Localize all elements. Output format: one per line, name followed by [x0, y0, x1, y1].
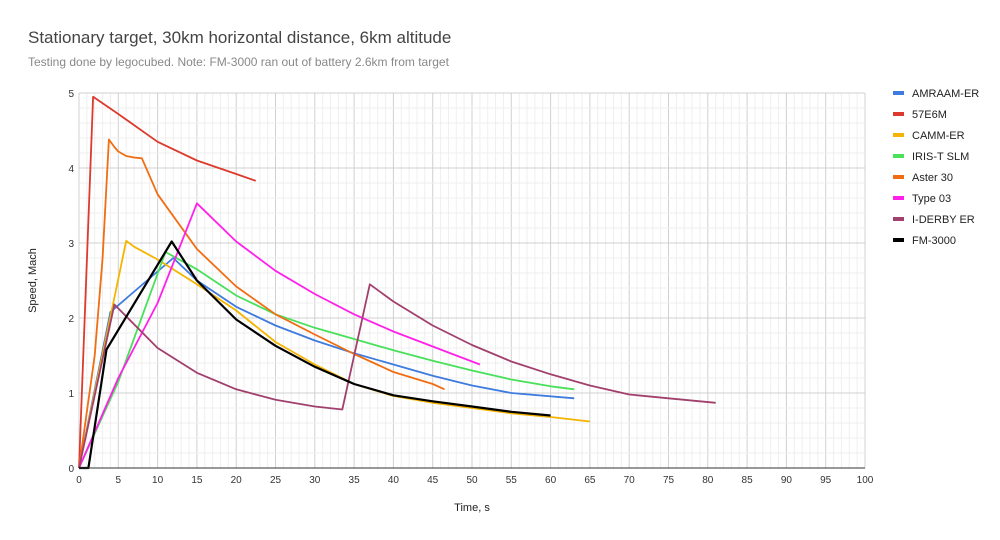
- tick-labels: 0 5 10 15 20 25 30 35 40 45 50 55 60 65 70 75 80 85 90 95 10…: [68, 89, 873, 486]
- legend-label: 57E6M: [912, 109, 947, 121]
- x-tick-label: 50: [466, 475, 478, 486]
- y-tick-label: 4: [68, 164, 74, 175]
- series-line-57e6m: [78, 95, 257, 469]
- series-line-type-03: [78, 202, 481, 469]
- x-tick-label: 25: [270, 475, 282, 486]
- series-line-amraam-er: [78, 257, 575, 469]
- x-tick-label: 90: [781, 475, 793, 486]
- x-tick-label: 5: [116, 475, 122, 486]
- legend-label: Aster 30: [912, 172, 953, 184]
- legend-swatch: [893, 154, 904, 158]
- legend-swatch: [893, 196, 904, 200]
- series-line-iris-t-slm: [78, 251, 575, 469]
- x-tick-label: 55: [506, 475, 518, 486]
- legend-swatch: [893, 238, 904, 242]
- x-tick-label: 40: [388, 475, 400, 486]
- chart-subtitle: Testing done by legocubed. Note: FM-3000…: [28, 55, 449, 69]
- series-line-camm-er: [78, 239, 591, 469]
- legend-label: IRIS-T SLM: [912, 151, 969, 163]
- legend-swatch: [893, 91, 904, 95]
- series-line-i-derby-er: [78, 283, 716, 469]
- legend-label: I-DERBY ER: [912, 214, 975, 226]
- legend-label: CAMM-ER: [912, 130, 965, 142]
- legend: AMRAAM-ER 57E6M CAMM-ER IRIS-T SLM Aster 30 T…: [893, 88, 979, 247]
- x-tick-label: 10: [152, 475, 164, 486]
- x-tick-label: 80: [702, 475, 714, 486]
- y-tick-label: 2: [68, 314, 74, 325]
- y-tick-label: 5: [68, 89, 74, 100]
- x-tick-label: 75: [663, 475, 675, 486]
- x-tick-label: 60: [545, 475, 557, 486]
- x-tick-label: 65: [584, 475, 596, 486]
- series-lines: [78, 95, 716, 470]
- chart-title: Stationary target, 30km horizontal dista…: [28, 28, 452, 47]
- x-tick-label: 70: [624, 475, 636, 486]
- legend-label: AMRAAM-ER: [912, 88, 979, 100]
- x-tick-label: 95: [820, 475, 832, 486]
- legend-swatch: [893, 217, 904, 221]
- legend-swatch: [893, 112, 904, 116]
- legend-swatch: [893, 175, 904, 179]
- y-tick-label: 3: [68, 239, 74, 250]
- series-line-aster-30: [78, 138, 445, 469]
- grid-lines: [78, 92, 866, 469]
- y-axis-label: Speed, Mach: [27, 248, 39, 313]
- y-tick-label: 1: [68, 389, 74, 400]
- x-axis-label: Time, s: [454, 502, 490, 514]
- x-tick-label: 30: [309, 475, 321, 486]
- y-tick-label: 0: [68, 464, 74, 475]
- legend-label: FM-3000: [912, 235, 956, 247]
- x-tick-label: 35: [349, 475, 361, 486]
- x-tick-label: 100: [857, 475, 874, 486]
- x-tick-label: 20: [231, 475, 243, 486]
- legend-swatch: [893, 133, 904, 137]
- series-line-fm-3000: [79, 240, 551, 470]
- x-tick-label: 85: [742, 475, 754, 486]
- x-tick-label: 0: [76, 475, 82, 486]
- x-tick-label: 45: [427, 475, 439, 486]
- legend-label: Type 03: [912, 193, 951, 205]
- x-tick-label: 15: [191, 475, 203, 486]
